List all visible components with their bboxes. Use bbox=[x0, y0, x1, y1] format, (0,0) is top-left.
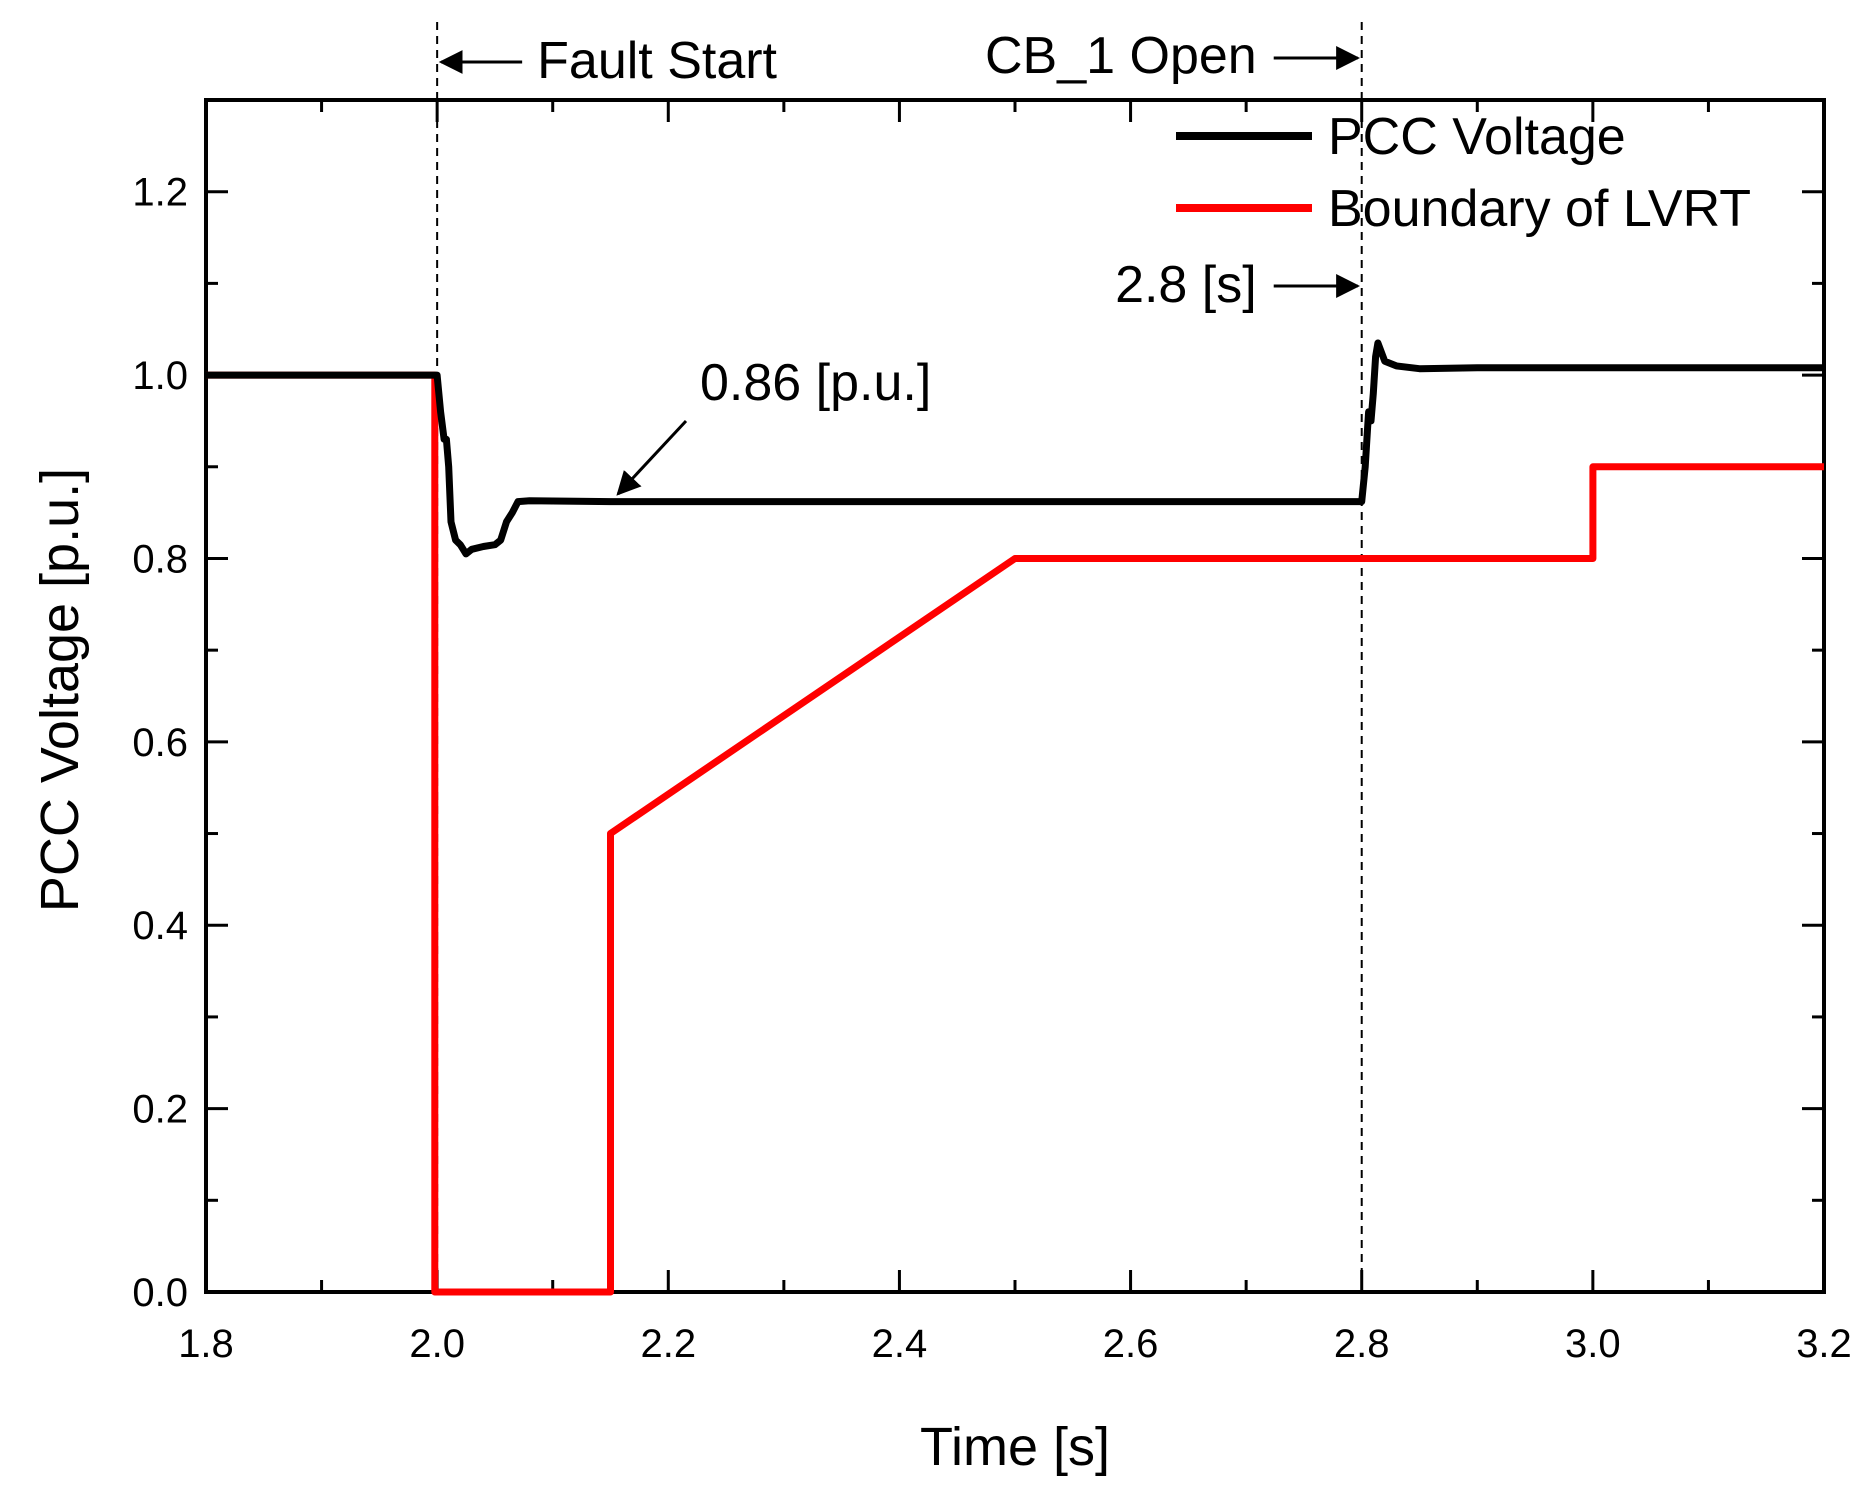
y-axis-ticks: 0.0 0.2 0.4 0.6 0.8 1.0 1.2 bbox=[132, 171, 1824, 1315]
annotation-cb1-open: CB_1 Open bbox=[985, 27, 1257, 85]
series-line-pcc-voltage bbox=[206, 339, 1824, 558]
x-tick-label: 1.8 bbox=[178, 1322, 234, 1366]
y-tick-label: 0.6 bbox=[132, 721, 188, 765]
y-tick-label: 0.2 bbox=[132, 1088, 188, 1132]
x-axis-title: Time [s] bbox=[920, 1417, 1110, 1477]
x-tick-label: 3.2 bbox=[1796, 1322, 1852, 1366]
plot-border bbox=[204, 98, 1826, 1294]
legend-label-0: PCC Voltage bbox=[1328, 108, 1626, 166]
y-tick-label: 0.0 bbox=[132, 1271, 188, 1315]
y-axis-title: PCC Voltage [p.u.] bbox=[30, 468, 90, 912]
legend: PCC Voltage Boundary of LVRT bbox=[1176, 108, 1751, 238]
y-tick-label: 1.2 bbox=[132, 171, 188, 215]
x-tick-label: 2.6 bbox=[1103, 1322, 1159, 1366]
x-axis-ticks: 1.8 2.0 2.2 2.4 2.6 2.8 3.0 3.2 bbox=[178, 100, 1852, 1366]
x-tick-label: 3.0 bbox=[1565, 1322, 1621, 1366]
plot-frame bbox=[204, 98, 1826, 1294]
x-tick-label: 2.8 bbox=[1334, 1322, 1390, 1366]
x-tick-label: 2.0 bbox=[409, 1322, 465, 1366]
annotation-2-8-s: 2.8 [s] bbox=[1115, 256, 1257, 314]
annotation-0-86-pu: 0.86 [p.u.] bbox=[700, 354, 931, 412]
y-tick-label: 0.8 bbox=[132, 537, 188, 581]
legend-label-1: Boundary of LVRT bbox=[1328, 180, 1751, 238]
annotations-group: Fault Start CB_1 Open 2.8 [s] 0.86 [p.u.] bbox=[438, 27, 1361, 496]
annotation-fault-start: Fault Start bbox=[537, 32, 777, 90]
x-tick-label: 2.2 bbox=[640, 1322, 696, 1366]
y-tick-label: 1.0 bbox=[132, 354, 188, 398]
voltage-0-86-arrow bbox=[616, 419, 688, 496]
series-line-boundary-of-lvrt bbox=[206, 371, 1824, 1296]
y-tick-label: 0.4 bbox=[132, 904, 188, 948]
x-tick-label: 2.4 bbox=[872, 1322, 928, 1366]
series-group bbox=[206, 339, 1824, 1296]
event-lines bbox=[436, 22, 1363, 1292]
